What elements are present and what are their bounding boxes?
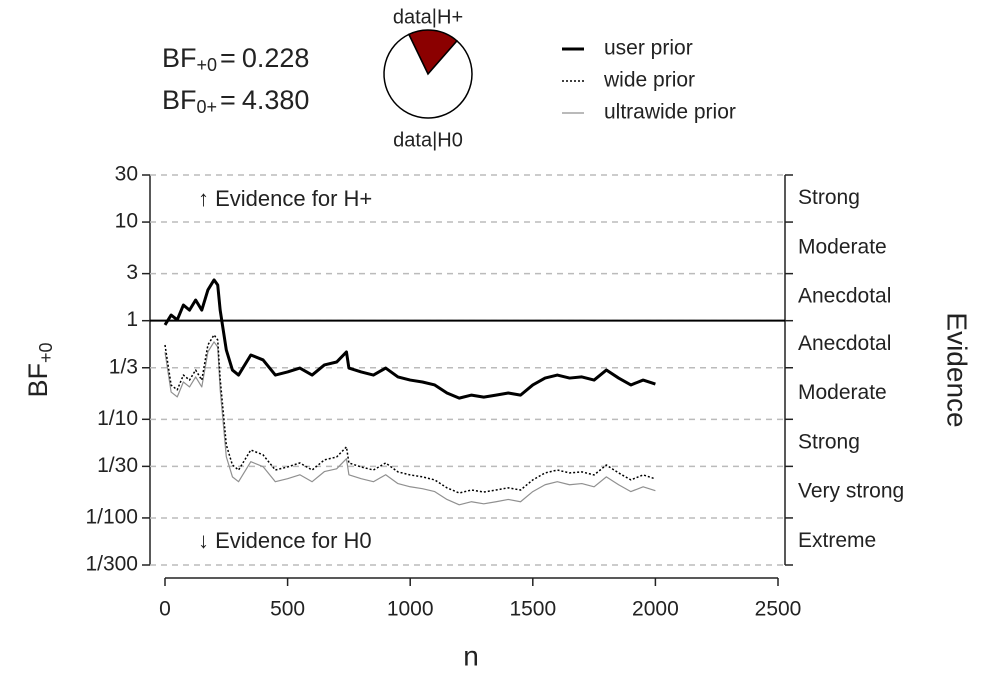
evidence-label: Moderate — [798, 235, 887, 258]
x-tick-label: 500 — [270, 598, 305, 621]
y-tick-label: 10 — [115, 210, 138, 233]
evidence-label: Very strong — [798, 480, 904, 503]
y-axis-label: BF+0 — [23, 342, 56, 397]
evidence-label: Strong — [798, 430, 860, 453]
legend-label: ultrawide prior — [604, 101, 736, 124]
bf-relation: = — [220, 85, 236, 115]
y-axis-label-sub: +0 — [36, 342, 56, 363]
bayes-factor: BF+0 = 0.228 — [162, 43, 309, 75]
legend-label: user prior — [604, 37, 693, 60]
y-tick-label: 1/3 — [109, 355, 138, 378]
y-tick-label: 1/100 — [85, 505, 138, 528]
pie-label: data|H+ — [393, 6, 463, 28]
y-tick-label: 1/30 — [97, 454, 138, 477]
bf-sub: +0 — [197, 55, 218, 75]
y-tick-label: 1/300 — [85, 553, 138, 576]
bf-base: BF — [162, 43, 197, 73]
evidence-label: Moderate — [798, 381, 887, 404]
bf-value: 4.380 — [242, 85, 310, 115]
bf-value: 0.228 — [242, 43, 310, 73]
y-tick-label: 1 — [126, 308, 138, 331]
x-tick-label: 2500 — [755, 598, 802, 621]
pie-slice — [407, 29, 459, 76]
x-tick-label: 1500 — [509, 598, 556, 621]
x-tick-label: 1000 — [387, 598, 434, 621]
evidence-label: Strong — [798, 186, 860, 209]
evidence-label: Anecdotal — [798, 285, 891, 308]
x-tick-label: 2000 — [632, 598, 679, 621]
y-tick-label: 30 — [115, 163, 138, 186]
y-tick-label: 3 — [126, 261, 138, 284]
y-tick-label: 1/10 — [97, 407, 138, 430]
evidence-label: Extreme — [798, 529, 876, 552]
x-axis-label: n — [463, 640, 479, 671]
bf-base: BF — [162, 85, 197, 115]
series-line — [163, 278, 656, 400]
bf-sub: 0+ — [197, 97, 218, 117]
series-line — [164, 341, 656, 506]
pie-slice — [383, 33, 473, 119]
y2-axis-label: Evidence — [942, 312, 973, 427]
annotation: ↑ Evidence for H+ — [198, 186, 372, 211]
pie-label: data|H0 — [393, 129, 463, 151]
evidence-label: Anecdotal — [798, 332, 891, 355]
series-line — [164, 334, 656, 494]
bf-relation: = — [220, 43, 236, 73]
bayes-factor: BF0+ = 4.380 — [162, 85, 309, 117]
legend-label: wide prior — [603, 69, 695, 92]
x-tick-label: 0 — [159, 598, 171, 621]
y-axis-label-base: BF — [23, 363, 53, 398]
annotation: ↓ Evidence for H0 — [198, 528, 372, 553]
